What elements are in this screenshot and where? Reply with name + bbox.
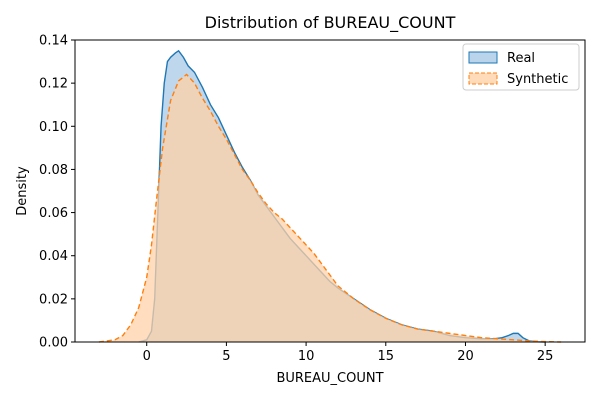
legend-label-synthetic: Synthetic [507,72,568,87]
x-tick-label: 15 [378,349,395,364]
y-tick-label: 0.00 [39,336,68,351]
series-layer [98,49,562,343]
y-tick-label: 0.04 [39,249,68,264]
y-tick-label: 0.02 [39,292,68,307]
plot-frame [74,39,586,343]
legend-label-real: Real [507,51,535,66]
chart-title: Distribution of BUREAU_COUNT [205,13,456,33]
x-tick-label: 0 [143,349,151,364]
y-tick-label: 0.10 [39,120,68,135]
x-tick-label: 5 [222,349,230,364]
y-tick-label: 0.06 [39,206,68,221]
y-axis: 0.00 0.02 0.04 0.06 0.08 0.10 0.12 0.14 [39,34,75,351]
legend-swatch-real [468,51,498,64]
x-tick-label: 25 [537,349,554,364]
x-axis: 0 5 10 15 20 25 [143,342,554,364]
y-tick-label: 0.14 [39,34,68,49]
y-axis-title: Density [15,166,30,216]
x-axis-title: BUREAU_COUNT [276,371,383,386]
series-synthetic-area [98,74,562,342]
legend: Real Synthetic [462,43,580,91]
y-tick-label: 0.12 [39,77,68,92]
x-tick-label: 20 [457,349,474,364]
x-tick-label: 10 [298,349,315,364]
y-tick-label: 0.08 [39,163,68,178]
legend-swatch-synthetic [468,72,498,85]
